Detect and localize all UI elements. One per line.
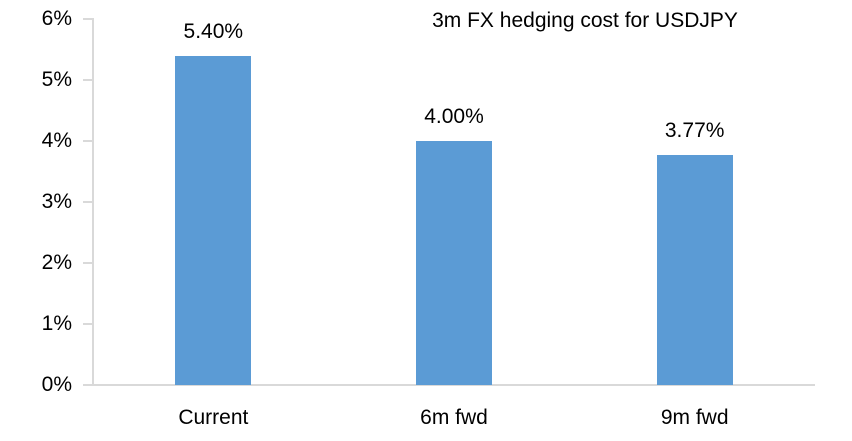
x-axis-label: 6m fwd xyxy=(420,406,488,429)
y-axis-tick xyxy=(83,262,93,264)
y-axis-tick-label: 4% xyxy=(41,129,72,152)
chart-title: 3m FX hedging cost for USDJPY xyxy=(432,9,738,32)
y-axis-tick-label: 3% xyxy=(41,190,72,213)
y-axis-tick xyxy=(83,140,93,142)
y-axis-tick xyxy=(83,201,93,203)
bar xyxy=(656,155,733,385)
y-axis-tick-label: 0% xyxy=(41,373,72,396)
bar-value-label: 4.00% xyxy=(424,105,484,128)
y-axis-tick xyxy=(83,79,93,81)
y-axis-tick xyxy=(83,18,93,20)
bar-value-label: 5.40% xyxy=(183,20,244,43)
x-axis-label: Current xyxy=(178,406,249,429)
bar xyxy=(416,141,492,385)
x-axis-line xyxy=(92,384,815,386)
bar-value-label: 3.77% xyxy=(664,119,725,142)
y-axis-tick xyxy=(83,323,93,325)
x-axis-label: 9m fwd xyxy=(660,406,729,429)
bar xyxy=(175,56,252,385)
y-axis-tick-label: 1% xyxy=(41,312,72,335)
y-axis-tick xyxy=(83,384,93,386)
y-axis-line xyxy=(92,18,94,386)
y-axis-tick-label: 5% xyxy=(41,68,72,91)
y-axis-tick-label: 6% xyxy=(41,7,72,30)
y-axis-tick-label: 2% xyxy=(41,251,72,274)
